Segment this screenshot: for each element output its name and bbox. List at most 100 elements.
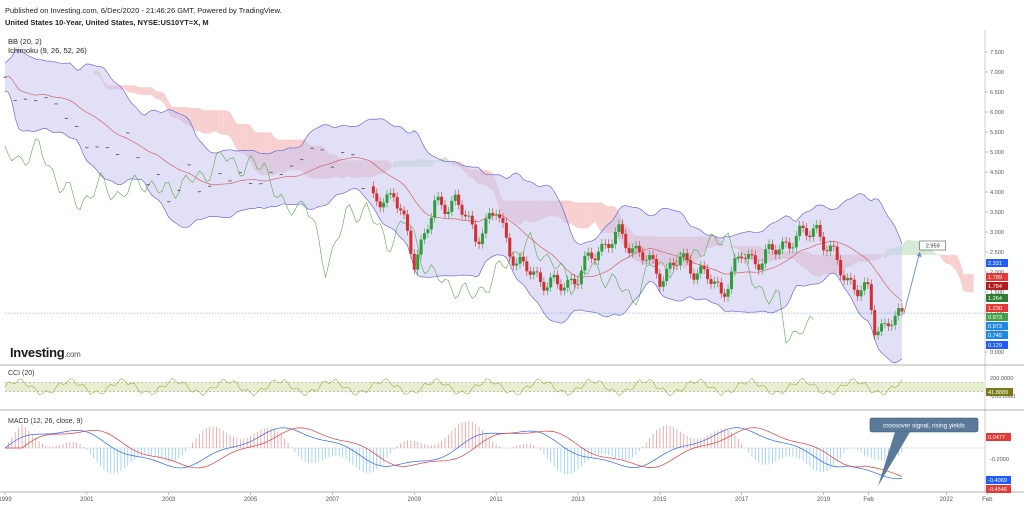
candle-body — [566, 280, 570, 288]
candle-body — [538, 272, 542, 283]
ichimoku-cloud-bear-segment — [946, 254, 950, 264]
ichimoku-cloud-bear-segment — [591, 202, 596, 225]
ichimoku-cloud-bear-segment — [939, 254, 943, 261]
candle-body — [375, 193, 379, 202]
candle-body — [883, 323, 887, 325]
ichimoku-cloud-bear-segment — [195, 107, 200, 132]
candle-body — [637, 245, 641, 253]
macd-value-text: -0.4546 — [988, 487, 1007, 493]
ichimoku-cloud-bear-segment — [144, 87, 149, 95]
candle-body — [794, 235, 798, 248]
candle-body — [753, 255, 757, 265]
ichimoku-lagging-line — [4, 138, 814, 344]
candle-body — [487, 213, 491, 219]
ichimoku-cloud-bear-segment — [151, 87, 156, 99]
price-tick-label: 4.000 — [990, 190, 1004, 196]
candle-body — [593, 258, 597, 261]
ichimoku-cloud-bear-segment — [192, 107, 196, 132]
candle-body — [504, 222, 508, 238]
ichimoku-cloud-bull-segment — [912, 240, 916, 255]
candle-body — [736, 256, 740, 259]
ichimoku-cloud-bear-segment — [148, 87, 152, 95]
candle-body — [460, 204, 464, 215]
ichimoku-indicator-label[interactable]: Ichimoku (9, 26, 52, 26) — [8, 46, 87, 55]
ichimoku-cloud-bear-segment — [131, 85, 135, 93]
bb-indicator-label[interactable]: BB (20, 2) — [8, 37, 42, 46]
candle-body — [535, 271, 539, 273]
candle-body — [569, 278, 573, 281]
candle-body — [712, 281, 716, 284]
candle-body — [474, 224, 478, 242]
candle-body — [692, 273, 696, 280]
candle-body — [818, 224, 822, 237]
candle-body — [668, 262, 672, 269]
price-label-text: 0.745 — [988, 333, 1002, 339]
ichimoku-cloud-bear-segment — [588, 202, 592, 229]
ichimoku-cloud-bear-segment — [213, 110, 217, 132]
price-label-tag — [986, 322, 1008, 330]
price-label-text: 1.230 — [988, 306, 1002, 312]
candle-body — [624, 233, 628, 249]
ichimoku-cloud-bear-segment — [124, 85, 128, 92]
callout-text: crossover signal, rising yields — [883, 423, 965, 430]
candle-body — [750, 254, 754, 256]
candle-body — [733, 258, 737, 272]
candle-body — [729, 271, 733, 289]
time-tick-label: 2013 — [571, 497, 585, 503]
candle-body — [856, 289, 860, 297]
candle-body — [508, 237, 512, 257]
candle-body — [774, 249, 778, 255]
candle-body — [832, 245, 836, 247]
candle-body — [405, 214, 409, 231]
ichimoku-cloud-bear-segment — [199, 107, 203, 134]
candle-body — [880, 323, 884, 332]
macd-value-text: 0.0477 — [988, 435, 1005, 441]
price-label-tag — [986, 259, 1008, 267]
candle-body — [682, 253, 686, 258]
candle-body — [876, 331, 880, 336]
candle-body — [562, 287, 566, 291]
time-tick-label: 1999 — [0, 497, 12, 503]
candle-body — [409, 230, 413, 254]
candle-body — [842, 275, 846, 281]
candle-body — [511, 256, 515, 266]
candle-body — [457, 194, 461, 205]
ichimoku-cloud-bull-segment — [902, 240, 906, 256]
candle-body — [849, 277, 853, 280]
time-tick-label: 2015 — [653, 497, 667, 503]
ichimoku-cloud-bear-segment — [567, 200, 572, 224]
ichimoku-cloud-bear-segment — [240, 123, 244, 154]
candle-body — [467, 215, 471, 217]
price-tick-label: 2.500 — [990, 250, 1004, 256]
candle-body — [378, 201, 382, 208]
candle-body — [671, 262, 675, 266]
candle-body — [805, 227, 809, 236]
candle-body — [498, 214, 502, 218]
candle-body — [371, 186, 375, 194]
investing-logo: Investing.com — [10, 345, 81, 360]
price-tick-label: 0.000 — [990, 350, 1004, 356]
candle-body — [702, 265, 706, 270]
candle-body — [801, 225, 805, 228]
candle-body — [740, 256, 744, 259]
ichimoku-cloud-bear-segment — [936, 253, 940, 256]
candle-body — [665, 268, 669, 282]
candle-body — [825, 250, 829, 252]
candle-body — [808, 235, 812, 237]
candle-body — [654, 258, 658, 274]
price-label-tag — [986, 313, 1008, 321]
candle-body — [822, 236, 826, 251]
candle-body — [747, 254, 751, 259]
candle-body — [392, 193, 396, 198]
cci-tick-label: 200.0000 — [990, 376, 1013, 382]
ichimoku-cloud-bear-segment — [158, 91, 162, 102]
ichimoku-cloud-bear-segment — [134, 85, 139, 95]
candle-body — [450, 200, 454, 212]
candle-body — [706, 269, 710, 280]
ichimoku-cloud-bear-segment — [138, 86, 142, 95]
candle-body — [416, 254, 420, 270]
ichimoku-cloud-bear-segment — [236, 123, 241, 153]
candle-body — [583, 255, 587, 271]
candle-body — [709, 279, 713, 284]
bollinger-middle-line — [4, 75, 903, 302]
